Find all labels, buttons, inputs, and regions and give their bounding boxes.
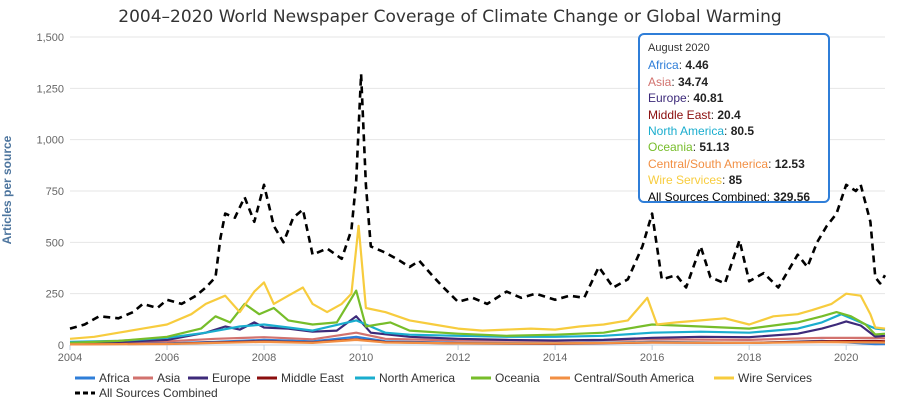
legend-item[interactable]: All Sources Combined xyxy=(99,386,218,400)
tooltip-row: Oceania: 51.13 xyxy=(648,139,820,155)
tooltip-row-label: Asia xyxy=(648,74,672,89)
tooltip-row-value: 51.13 xyxy=(699,140,730,155)
legend-item[interactable]: Asia xyxy=(157,371,181,385)
series-line-oceania xyxy=(69,289,886,344)
legend-item[interactable]: North America xyxy=(379,371,455,385)
tooltip-row-separator: : xyxy=(768,156,775,171)
series-line-asia xyxy=(69,331,886,344)
tooltip-row-label: Europe xyxy=(648,91,687,106)
tooltip-row-separator: : xyxy=(724,124,731,139)
x-tick-label: 2004 xyxy=(58,352,82,364)
y-tick-label: 1,500 xyxy=(36,32,64,44)
x-tick-label: 2010 xyxy=(349,352,373,364)
tooltip-row-label: North America xyxy=(648,124,725,139)
series-line-wire-services xyxy=(69,224,886,340)
tooltip-row-value: 4.46 xyxy=(685,58,709,73)
legend-item[interactable]: Middle East xyxy=(281,371,344,385)
tooltip-row: Middle East: 20.4 xyxy=(648,107,820,123)
tooltip-row-separator: : xyxy=(692,140,700,155)
tooltip-title: August 2020 xyxy=(648,42,710,54)
tooltip-row-label: Wire Services xyxy=(648,173,723,188)
x-tick-label: 2016 xyxy=(640,352,664,364)
legend-item[interactable]: Oceania xyxy=(495,371,540,385)
x-tick-label: 2020 xyxy=(834,352,858,364)
tooltip-row-separator: : xyxy=(710,107,718,122)
y-tick-label: 750 xyxy=(46,186,64,198)
tooltip-row-value: 20.4 xyxy=(717,107,741,122)
legend-item[interactable]: Europe xyxy=(212,371,251,385)
x-tick-labels: 2004 2006 2008 2010 2012 2014 2016 2018 2020 xyxy=(58,345,858,364)
tooltip-row-value: 40.81 xyxy=(693,91,724,106)
y-tick-labels: 0 250 500 750 1,000 1,250 1,500 xyxy=(36,32,64,352)
y-tick-label: 250 xyxy=(46,289,64,301)
legend-item[interactable]: Africa xyxy=(99,371,130,385)
legend: Africa Asia Europe Middle East North America… xyxy=(75,371,812,400)
legend-item[interactable]: Wire Services xyxy=(738,371,812,385)
tooltip-row-value: 85 xyxy=(728,173,743,188)
tooltip-row: Wire Services: 85 xyxy=(648,172,820,188)
series-line-north-america xyxy=(69,313,886,343)
tooltip-rows: Africa: 4.46 Asia: 34.74 Europe: 40.81 Midd… xyxy=(648,57,820,205)
tooltip-row-separator: : xyxy=(722,173,729,188)
tooltip-row-separator: : xyxy=(686,91,694,106)
tooltip-row-value: 80.5 xyxy=(730,124,755,139)
tooltip-row-separator: : xyxy=(671,74,679,89)
tooltip-row: North America: 80.5 xyxy=(648,123,820,139)
y-tick-label: 1,250 xyxy=(36,83,64,95)
tooltip-row-value: 34.74 xyxy=(678,74,709,89)
tooltip-row-separator: : xyxy=(678,58,686,73)
x-tick-label: 2018 xyxy=(737,352,761,364)
tooltip-row-value: 12.53 xyxy=(774,156,805,171)
y-tick-label: 500 xyxy=(46,237,64,249)
x-tick-label: 2008 xyxy=(252,352,276,364)
x-tick-label: 2006 xyxy=(155,352,179,364)
hover-tooltip: August 2020 Africa: 4.46 Asia: 34.74 Europ… xyxy=(638,33,830,205)
x-tick-label: 2014 xyxy=(543,352,567,364)
chart-title: 2004–2020 World Newspaper Coverage of Cl… xyxy=(118,7,781,27)
tooltip-row-label: All Sources Combined xyxy=(648,189,767,204)
y-tick-label: 1,000 xyxy=(36,135,64,147)
series-lines xyxy=(69,72,887,346)
y-axis-label: Articles per source xyxy=(0,135,14,244)
tooltip-row-value: 329.56 xyxy=(773,189,811,204)
x-tick-label: 2012 xyxy=(446,352,470,364)
tooltip-row-label: Oceania xyxy=(648,140,693,155)
tooltip-row-label: Central/South America xyxy=(648,156,769,171)
tooltip-row: Africa: 4.46 xyxy=(648,57,820,73)
y-tick-label: 0 xyxy=(58,340,64,352)
series-line-central-south-america xyxy=(69,338,886,346)
tooltip-row: Central/South America: 12.53 xyxy=(648,156,820,172)
tooltip-row: All Sources Combined: 329.56 xyxy=(648,189,820,205)
tooltip-row-label: Africa xyxy=(648,58,679,73)
legend-item[interactable]: Central/South America xyxy=(574,371,694,385)
tooltip-row-separator: : xyxy=(766,189,774,204)
tooltip-row: Asia: 34.74 xyxy=(648,74,820,90)
tooltip-row-label: Middle East xyxy=(648,107,711,122)
tooltip-row: Europe: 40.81 xyxy=(648,90,820,106)
